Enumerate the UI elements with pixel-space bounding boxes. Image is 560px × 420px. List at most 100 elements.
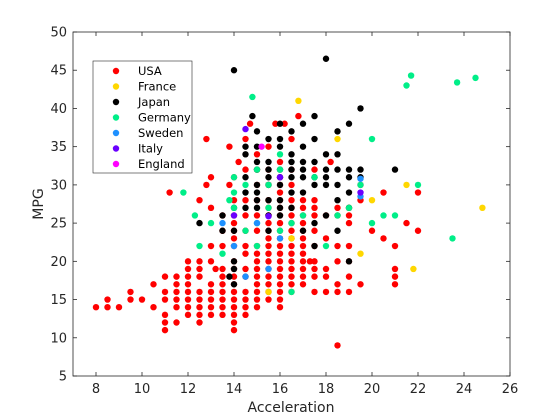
data-point xyxy=(276,166,284,173)
data-point xyxy=(311,166,318,173)
data-point xyxy=(253,227,261,234)
data-point xyxy=(345,204,353,212)
data-point xyxy=(281,120,288,127)
data-point xyxy=(230,304,238,311)
data-point xyxy=(322,166,330,173)
data-point xyxy=(219,265,226,273)
data-point xyxy=(196,219,203,227)
legend-marker xyxy=(112,160,120,168)
data-point xyxy=(196,265,203,273)
data-point xyxy=(288,227,295,234)
data-point xyxy=(166,189,173,196)
data-point xyxy=(230,212,238,219)
legend-label: Italy xyxy=(138,142,163,156)
data-point xyxy=(242,265,249,273)
data-point xyxy=(265,281,272,288)
data-point xyxy=(184,258,192,265)
data-point xyxy=(161,326,169,334)
data-point xyxy=(322,242,330,250)
data-point xyxy=(242,143,249,150)
legend-marker xyxy=(112,145,120,152)
data-point xyxy=(276,174,284,181)
legend-label: England xyxy=(138,157,185,171)
data-point xyxy=(127,288,134,296)
x-tick-label: 18 xyxy=(318,382,335,397)
data-point xyxy=(276,235,284,242)
data-point xyxy=(288,135,295,143)
data-point xyxy=(299,204,307,212)
data-point xyxy=(230,67,238,74)
data-point xyxy=(253,288,261,296)
data-point xyxy=(230,296,238,303)
data-point xyxy=(311,158,318,166)
data-point xyxy=(295,112,302,120)
data-point xyxy=(345,219,353,227)
data-point xyxy=(253,151,261,158)
data-point xyxy=(299,227,307,234)
data-point xyxy=(472,74,479,82)
data-point xyxy=(299,166,307,173)
data-point xyxy=(242,311,249,319)
x-axis-title: Acceleration xyxy=(248,400,335,416)
data-point xyxy=(311,219,318,227)
x-tick-label: 22 xyxy=(410,382,427,397)
data-point xyxy=(219,311,226,319)
data-point xyxy=(184,311,192,319)
data-point xyxy=(249,112,256,120)
data-point xyxy=(253,258,261,265)
data-point xyxy=(173,288,180,296)
data-point xyxy=(265,227,272,234)
data-point xyxy=(242,166,249,173)
data-point xyxy=(253,281,261,288)
data-point xyxy=(299,120,307,127)
data-point xyxy=(288,242,295,250)
data-point xyxy=(242,151,249,158)
data-point xyxy=(161,288,169,296)
data-point xyxy=(311,288,318,296)
data-point xyxy=(410,265,417,273)
data-point xyxy=(357,166,364,173)
y-tick-label: 40 xyxy=(50,102,67,117)
data-point xyxy=(288,181,295,189)
data-point xyxy=(219,273,226,280)
data-point xyxy=(391,273,399,280)
data-point xyxy=(115,304,123,311)
data-point xyxy=(265,235,272,242)
data-point xyxy=(265,204,272,212)
data-point xyxy=(219,212,226,219)
data-point xyxy=(288,166,295,173)
data-point xyxy=(407,72,415,79)
data-point xyxy=(253,128,261,135)
data-point xyxy=(334,204,341,212)
data-point xyxy=(345,273,353,280)
data-point xyxy=(391,281,399,288)
series-england xyxy=(258,143,265,150)
data-point xyxy=(253,250,261,257)
data-point xyxy=(265,273,272,280)
data-point xyxy=(207,204,215,212)
data-point xyxy=(242,174,249,181)
data-point xyxy=(253,304,261,311)
legend-marker xyxy=(112,129,120,137)
data-point xyxy=(299,281,307,288)
data-point xyxy=(253,219,261,227)
data-point xyxy=(265,258,272,265)
data-point xyxy=(403,181,410,189)
data-point xyxy=(299,219,307,227)
data-point xyxy=(265,288,272,296)
data-point xyxy=(453,79,461,86)
data-point xyxy=(92,304,100,311)
data-point xyxy=(253,212,261,219)
series-france xyxy=(265,97,486,296)
data-point xyxy=(288,151,295,158)
x-tick-label: 10 xyxy=(134,382,151,397)
data-point xyxy=(288,196,295,204)
data-point xyxy=(288,250,295,257)
data-point xyxy=(207,311,215,319)
data-point xyxy=(246,120,254,127)
data-point xyxy=(265,143,272,150)
data-point xyxy=(276,181,284,189)
data-point xyxy=(311,242,318,250)
